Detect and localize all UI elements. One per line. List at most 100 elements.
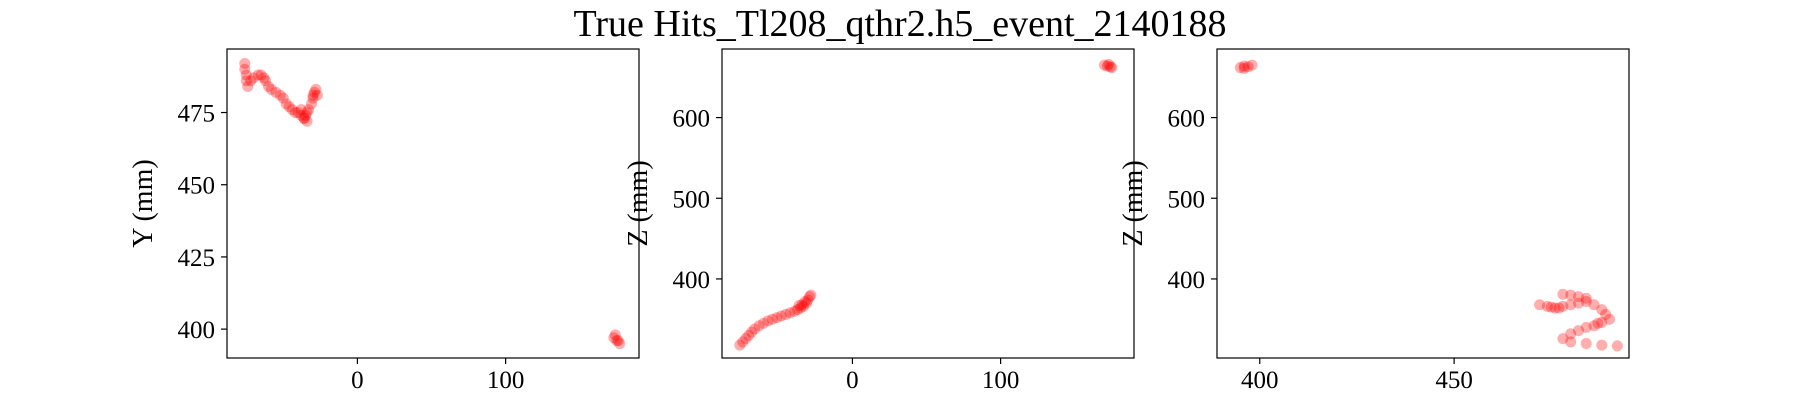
hit-point xyxy=(802,294,814,306)
hit-point xyxy=(1104,61,1116,73)
hit-point xyxy=(303,104,315,116)
hit-point xyxy=(240,75,252,87)
x-tick-label: 400 xyxy=(1241,367,1279,394)
hit-point xyxy=(1553,302,1565,314)
hit-point xyxy=(780,308,792,320)
y-tick-label: 425 xyxy=(178,245,216,272)
hit-point xyxy=(260,75,272,87)
hit-point xyxy=(1611,340,1623,352)
hit-point xyxy=(1534,299,1546,311)
hit-point xyxy=(308,86,320,98)
hit-point xyxy=(1565,299,1577,311)
hit-point xyxy=(280,98,292,110)
hit-point xyxy=(262,81,274,93)
hit-point xyxy=(295,109,307,121)
hit-point xyxy=(307,89,319,101)
hit-point xyxy=(1557,300,1569,312)
hit-point xyxy=(1101,60,1113,72)
hit-point xyxy=(757,317,769,329)
hit-point xyxy=(239,57,251,69)
x-tick-label: 100 xyxy=(982,367,1020,394)
hit-point xyxy=(749,323,761,335)
hit-point xyxy=(258,72,270,84)
hit-point xyxy=(295,104,307,116)
hit-point xyxy=(239,63,251,75)
hit-point xyxy=(270,86,282,98)
x-tick-label: 0 xyxy=(846,367,859,394)
hit-point xyxy=(737,336,749,348)
x-tick-label: 450 xyxy=(1435,367,1473,394)
y-tick-label: 500 xyxy=(673,186,711,213)
panel-xz: 0 100 400 500 600 Z (mm) xyxy=(623,48,1135,394)
hit-point xyxy=(1588,320,1600,332)
hit-point xyxy=(614,338,626,350)
hit-point xyxy=(1580,321,1592,333)
y-axis-label: Z (mm) xyxy=(623,160,654,246)
hit-point xyxy=(796,299,808,311)
y-tick-label: 600 xyxy=(673,106,711,133)
hit-point xyxy=(240,69,252,81)
x-tick-label: 0 xyxy=(351,367,364,394)
hit-point xyxy=(1580,296,1592,308)
hit-point xyxy=(1600,308,1612,320)
hit-point xyxy=(307,92,319,104)
hit-point xyxy=(612,335,624,347)
hit-point xyxy=(252,69,264,81)
hit-point xyxy=(1580,292,1592,304)
hit-point xyxy=(298,112,310,124)
y-tick-label: 600 xyxy=(1168,106,1206,133)
hit-point xyxy=(799,296,811,308)
hit-point xyxy=(265,83,277,95)
hit-point xyxy=(311,89,323,101)
hit-point xyxy=(766,313,778,325)
hit-point xyxy=(1242,61,1254,73)
hit-point xyxy=(753,320,765,332)
hit-point xyxy=(1103,58,1115,70)
hit-point xyxy=(1234,62,1246,74)
y-tick-label: 400 xyxy=(673,267,711,294)
hit-point xyxy=(1596,304,1608,316)
axes-frame xyxy=(1216,48,1630,359)
hit-point xyxy=(805,289,817,301)
hit-point xyxy=(301,107,313,119)
hit-point xyxy=(793,300,805,312)
hit-point xyxy=(1572,325,1584,337)
y-tick-label: 500 xyxy=(1168,186,1206,213)
hit-point xyxy=(1557,333,1569,345)
hit-point xyxy=(1592,317,1604,329)
hit-point xyxy=(286,104,298,116)
hit-point xyxy=(740,333,752,345)
hit-point xyxy=(775,310,787,322)
y-tick-label: 400 xyxy=(178,317,216,344)
hit-point xyxy=(795,302,807,314)
hit-point xyxy=(1604,313,1616,325)
hit-point xyxy=(1106,62,1118,74)
y-tick-label: 400 xyxy=(1168,267,1206,294)
hit-point xyxy=(305,98,317,110)
hit-point xyxy=(789,305,801,317)
hit-point xyxy=(1580,337,1592,349)
hit-point xyxy=(255,69,267,81)
hit-point xyxy=(1541,300,1553,312)
hit-point xyxy=(611,335,623,347)
hit-point xyxy=(301,115,313,127)
hit-point xyxy=(310,83,322,95)
hit-point xyxy=(1238,60,1250,72)
hit-point xyxy=(1565,328,1577,340)
hit-point xyxy=(1565,289,1577,301)
hit-point xyxy=(1246,59,1258,71)
panel-xy: 0 100 400 425 450 475 Y (mm) xyxy=(128,48,640,394)
hit-point xyxy=(771,312,783,324)
hit-point xyxy=(292,107,304,119)
hit-point xyxy=(289,107,301,119)
hit-point xyxy=(746,326,758,338)
hit-point xyxy=(248,72,260,84)
axes-frame xyxy=(226,48,640,359)
y-tick-label: 475 xyxy=(178,101,216,128)
hit-point xyxy=(1098,59,1110,71)
hit-point xyxy=(803,291,815,303)
hit-point xyxy=(298,112,310,124)
hit-point xyxy=(1572,297,1584,309)
hit-point xyxy=(1238,62,1250,74)
